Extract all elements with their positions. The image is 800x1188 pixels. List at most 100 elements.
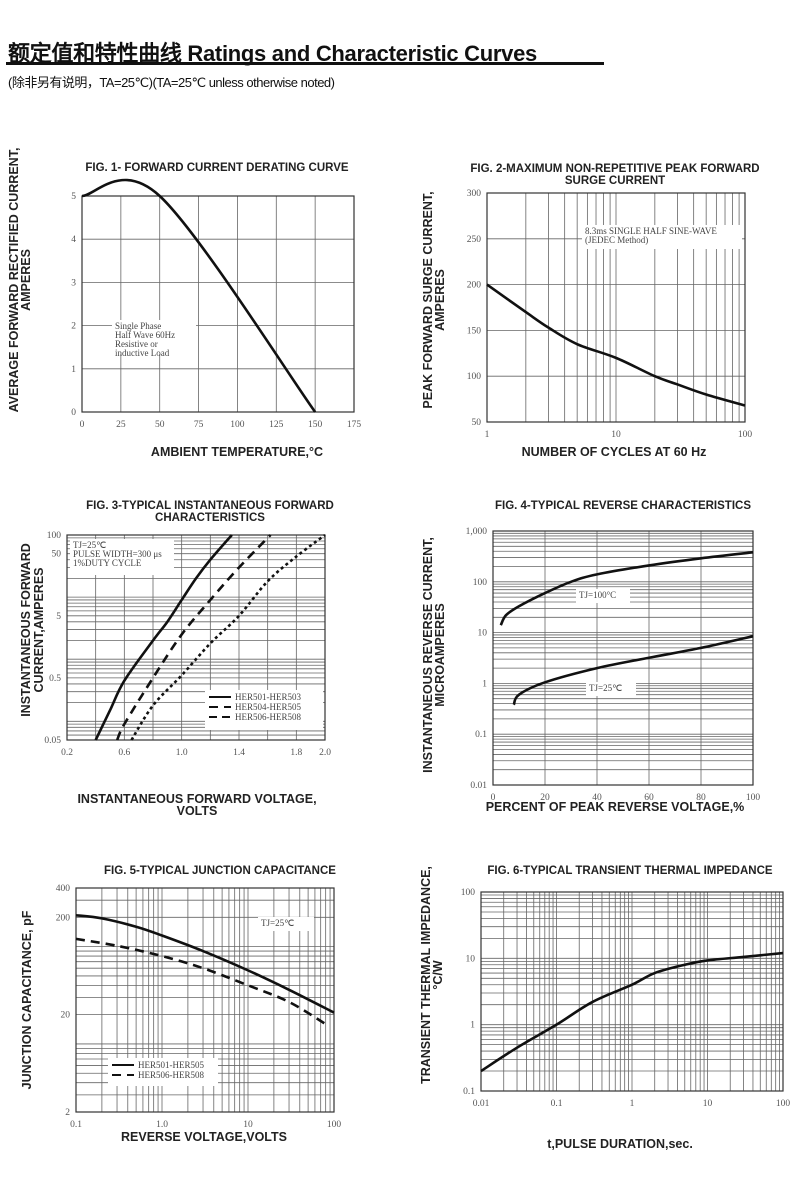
x-tick-label: 1.0 [156,1120,168,1130]
x-tick-label: 60 [644,793,654,803]
legend-box [108,1058,218,1086]
y-tick-label: 20 [61,1011,71,1021]
x-axis-label: t,PULSE DURATION,sec. [547,1137,693,1151]
y-tick-label: 1 [470,1021,475,1031]
y-tick-label: 200 [56,913,71,923]
legend-label: HER504-HER505 [235,702,301,712]
series-line-1 [486,283,746,407]
x-tick-label: 1.8 [290,748,302,758]
x-tick-label: 125 [269,420,284,430]
y-axis-label: TRANSIENT THERMAL IMPEDANCE, [419,866,433,1084]
page-subtitle: (除非另有说明，TA=25℃)(TA=25℃ unless otherwise … [8,75,335,90]
plot-frame [75,887,335,1113]
y-tick-label: 100 [47,531,62,541]
chart-title: FIG. 1- FORWARD CURRENT DERATING CURVE [85,162,349,174]
plot-frame [492,530,754,786]
legend-label: HER506-HER508 [138,1070,204,1080]
annotation-text: Resistive or [115,339,158,349]
x-tick-label: 0.6 [118,748,130,758]
x-tick-label: 25 [116,420,126,430]
x-tick-label: 175 [347,420,362,430]
title-underline [6,62,604,65]
x-axis-label: NUMBER OF CYCLES AT 60 Hz [522,445,707,459]
y-tick-label: 2 [71,322,76,332]
x-tick-label: 40 [592,793,602,803]
series-line-1 [81,178,317,413]
x-tick-label: 20 [540,793,550,803]
chart-fig-1: FIG. 1- FORWARD CURRENT DERATING CURVE AV… [7,148,361,459]
annotation-text: TJ=100°C [579,590,616,600]
chart-title: FIG. 2-MAXIMUM NON-REPETITIVE PEAK FORWA… [470,163,759,175]
annotation-text: PULSE WIDTH=300 μs [73,549,162,559]
x-tick-label: 2.0 [319,748,331,758]
x-axis-label: INSTANTANEOUS FORWARD VOLTAGE, [77,792,316,806]
y-tick-label: 2 [65,1108,70,1118]
x-tick-label: 100 [776,1099,791,1109]
x-tick-label: 100 [746,793,761,803]
y-tick-label: 10 [478,629,488,639]
x-tick-label: 100 [327,1120,342,1130]
annotation-text: TJ=25℃ [261,918,294,928]
chart-fig-6: FIG. 6-TYPICAL TRANSIENT THERMAL IMPEDAN… [419,865,790,1151]
y-tick-label: 150 [467,326,482,336]
annotation-text: 1%DUTY CYCLE [73,558,142,568]
x-axis-label: AMBIENT TEMPERATURE,°C [151,445,323,459]
y-tick-label: 100 [461,888,476,898]
x-tick-label: 80 [696,793,706,803]
y-tick-label: 250 [467,235,482,245]
x-axis-label: PERCENT OF PEAK REVERSE VOLTAGE,% [486,800,745,814]
x-tick-label: 1.0 [176,748,188,758]
x-tick-label: 1 [630,1099,635,1109]
x-tick-label: 150 [308,420,323,430]
y-tick-label: 1 [71,365,76,375]
y-axis-label: CURRENT,AMPERES [32,567,46,692]
y-tick-label: 50 [52,550,62,560]
y-tick-label: 10 [466,954,476,964]
chart-title: FIG. 5-TYPICAL JUNCTION CAPACITANCE [104,865,336,877]
series-line-1 [499,551,754,626]
annotation-box [112,320,196,354]
chart-title: FIG. 3-TYPICAL INSTANTANEOUS FORWARD [86,500,334,512]
x-tick-label: 0.1 [70,1120,82,1130]
chart-fig-5: FIG. 5-TYPICAL JUNCTION CAPACITANCE JUNCT… [20,865,341,1144]
chart-fig-4: FIG. 4-TYPICAL REVERSE CHARACTERISTICS IN… [421,500,760,814]
series-line-2 [115,534,272,741]
annotation-text: TJ=25℃ [589,683,622,693]
annotation-box [576,589,630,603]
y-tick-label: 300 [467,189,482,199]
legend-label: HER501-HER505 [138,1060,204,1070]
x-tick-label: 10 [703,1099,713,1109]
y-axis-label: MICROAMPERES [433,603,447,706]
plot-frame [66,534,326,741]
x-tick-label: 1.4 [233,748,245,758]
y-tick-label: 1,000 [466,527,488,537]
x-tick-label: 75 [194,420,204,430]
y-tick-label: 100 [467,372,482,382]
chart-title: FIG. 4-TYPICAL REVERSE CHARACTERISTICS [495,500,751,512]
y-axis-label: PEAK FORWARD SURGE CURRENT, [421,191,435,408]
y-tick-label: 3 [71,278,76,288]
chart-title: SURGE CURRENT [565,175,665,187]
grid [480,891,784,1092]
x-tick-label: 10 [611,430,621,440]
chart-title: CHARACTERISTICS [155,512,265,524]
x-tick-label: 50 [155,420,165,430]
annotation-text: Half Wave 60Hz [115,330,175,340]
y-tick-label: 0.5 [49,674,61,684]
series-line-1 [94,534,233,741]
annotation-box [70,539,174,575]
x-tick-label: 0.01 [473,1099,490,1109]
y-axis-label: INSTANTANEOUS FORWARD [19,543,33,717]
y-tick-label: 50 [472,418,482,428]
annotation-text: 8.3ms SINGLE HALF SINE-WAVE [585,226,717,236]
annotation-text: TJ=25℃ [73,540,106,550]
x-tick-label: 1 [485,430,490,440]
x-axis-label: VOLTS [177,804,218,818]
x-tick-label: 0 [491,793,496,803]
y-axis-label: AMPERES [433,269,447,331]
y-tick-label: 0.1 [475,730,487,740]
grid [81,195,355,413]
